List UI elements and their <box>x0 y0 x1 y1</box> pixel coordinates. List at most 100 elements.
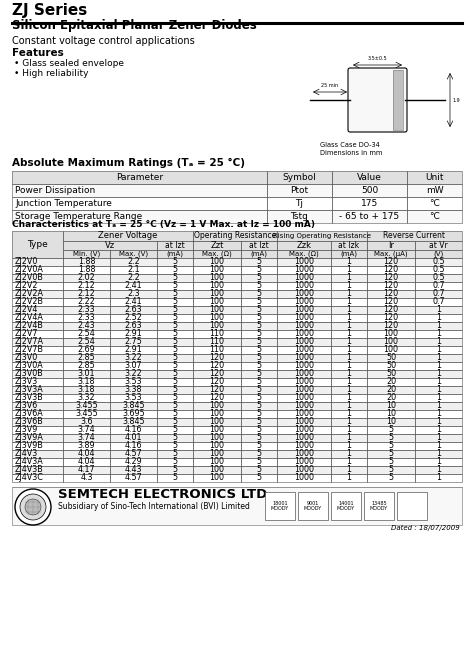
Bar <box>367 450 415 458</box>
Bar <box>415 442 462 450</box>
Text: 5: 5 <box>173 322 178 330</box>
Text: 1: 1 <box>346 377 352 387</box>
Bar <box>193 258 241 266</box>
Bar <box>157 354 193 362</box>
Text: 1000: 1000 <box>294 369 314 379</box>
Text: 5: 5 <box>256 369 262 379</box>
Bar <box>415 386 462 394</box>
Bar <box>277 394 331 402</box>
Bar <box>367 418 415 426</box>
Text: Type: Type <box>27 240 48 249</box>
Text: Max. (Ω): Max. (Ω) <box>202 251 232 257</box>
Text: 120: 120 <box>210 393 225 403</box>
Bar <box>277 338 331 346</box>
Bar <box>331 290 367 298</box>
Bar <box>393 70 403 130</box>
Text: 2.2: 2.2 <box>127 273 140 283</box>
Bar <box>12 171 267 184</box>
Bar <box>63 322 110 330</box>
Bar <box>193 338 241 346</box>
Bar <box>367 410 415 418</box>
Text: 5: 5 <box>256 425 262 435</box>
Text: Tj: Tj <box>295 199 303 208</box>
Bar <box>193 330 241 338</box>
Text: 100: 100 <box>210 257 225 267</box>
Bar <box>12 487 462 525</box>
Bar <box>63 330 110 338</box>
Text: 1: 1 <box>346 442 352 450</box>
Bar <box>157 322 193 330</box>
Text: 5: 5 <box>256 281 262 291</box>
Bar <box>415 241 462 250</box>
Text: 100: 100 <box>210 265 225 275</box>
Bar <box>277 466 331 474</box>
Text: 3.18: 3.18 <box>78 377 95 387</box>
Bar <box>110 418 157 426</box>
Bar <box>110 346 157 354</box>
Bar <box>367 250 415 258</box>
Bar <box>241 474 277 482</box>
Bar <box>12 306 63 314</box>
Bar <box>241 442 277 450</box>
Bar <box>193 282 241 290</box>
Bar <box>367 282 415 290</box>
Bar <box>193 306 241 314</box>
Bar <box>331 418 367 426</box>
Bar <box>193 354 241 362</box>
Bar <box>415 250 462 258</box>
Bar <box>332 197 407 210</box>
Text: 1: 1 <box>346 257 352 267</box>
Bar <box>277 378 331 386</box>
Bar <box>331 386 367 394</box>
Bar <box>415 402 462 410</box>
Text: 4.16: 4.16 <box>125 442 142 450</box>
Text: 100: 100 <box>210 474 225 482</box>
Bar <box>12 434 63 442</box>
Bar <box>277 298 331 306</box>
Bar <box>63 314 110 322</box>
Bar <box>415 394 462 402</box>
Bar <box>241 322 277 330</box>
Bar <box>331 266 367 274</box>
Text: 5: 5 <box>256 401 262 411</box>
Text: ZJ3V0B: ZJ3V0B <box>15 369 44 379</box>
Bar <box>277 330 331 338</box>
Text: 5: 5 <box>256 466 262 474</box>
Bar <box>110 378 157 386</box>
Text: 1.88: 1.88 <box>78 265 95 275</box>
Bar <box>63 354 110 362</box>
Bar <box>12 231 63 258</box>
Text: 2.33: 2.33 <box>78 306 95 314</box>
Bar <box>110 314 157 322</box>
Bar <box>415 426 462 434</box>
Text: Value: Value <box>357 173 382 182</box>
Bar <box>415 338 462 346</box>
Bar <box>157 290 193 298</box>
Bar <box>12 184 267 197</box>
Bar <box>193 402 241 410</box>
Bar <box>415 442 462 450</box>
Text: 120: 120 <box>383 314 399 322</box>
Bar <box>241 410 277 418</box>
Bar <box>415 402 462 410</box>
Text: 5: 5 <box>173 346 178 354</box>
Bar <box>367 354 415 362</box>
Bar <box>157 362 193 370</box>
Bar <box>241 241 277 250</box>
Bar <box>193 241 241 250</box>
Text: ZJ2V7A: ZJ2V7A <box>15 338 44 346</box>
Bar <box>63 266 110 274</box>
Bar <box>12 474 63 482</box>
Text: 5: 5 <box>173 409 178 419</box>
Bar <box>277 306 331 314</box>
Text: 4.43: 4.43 <box>125 466 142 474</box>
Text: 1: 1 <box>346 362 352 371</box>
Text: ZJ2V2: ZJ2V2 <box>15 281 38 291</box>
Text: 1: 1 <box>436 330 441 338</box>
Bar <box>12 197 267 210</box>
Bar <box>110 330 157 338</box>
Text: Features: Features <box>12 48 64 58</box>
Bar <box>277 370 331 378</box>
Text: Silicon Epitaxial Planar Zener Diodes: Silicon Epitaxial Planar Zener Diodes <box>12 19 257 32</box>
Bar <box>193 274 241 282</box>
